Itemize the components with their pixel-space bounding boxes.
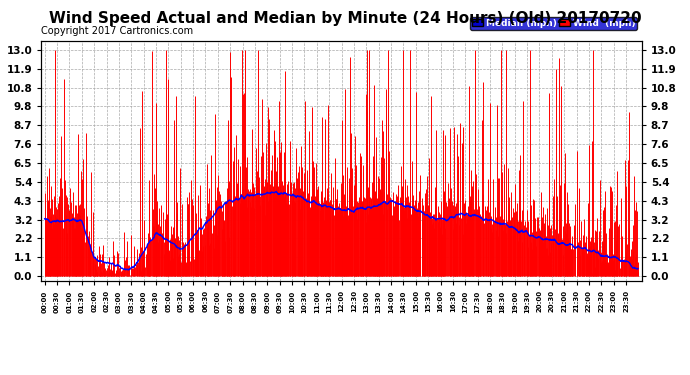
Legend: Median (mph), Wind  (mph): Median (mph), Wind (mph) bbox=[471, 17, 637, 30]
Text: Wind Speed Actual and Median by Minute (24 Hours) (Old) 20170720: Wind Speed Actual and Median by Minute (… bbox=[49, 11, 641, 26]
Text: Copyright 2017 Cartronics.com: Copyright 2017 Cartronics.com bbox=[41, 27, 193, 36]
